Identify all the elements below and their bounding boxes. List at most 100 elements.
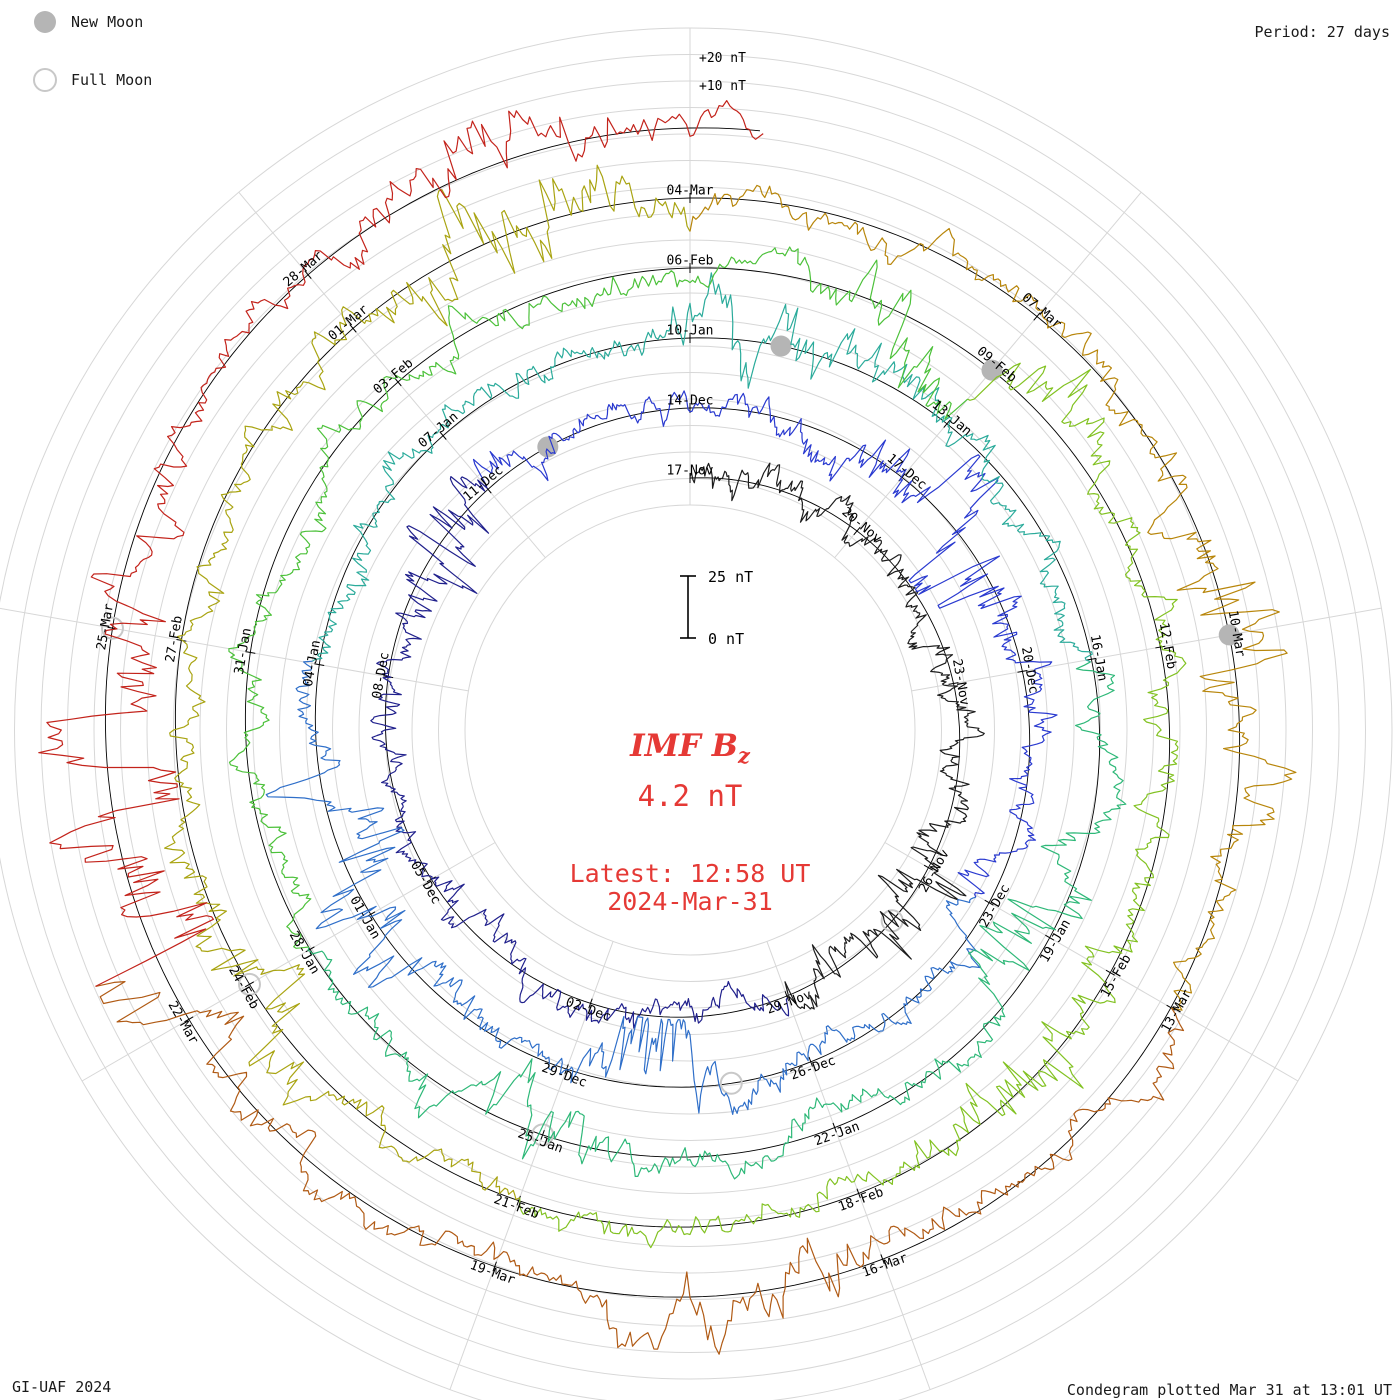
date-tick [856,1188,861,1199]
grid-radial [238,191,546,558]
grid-radial [911,607,1382,692]
date-tick [880,1254,885,1265]
bz-trace-segment [370,476,790,1029]
date-tick [244,981,255,988]
imf-bz-title: IMF Bz [629,728,751,768]
date-label: 06-Feb [667,254,714,269]
bz-trace-segment [312,272,1093,663]
date-tick [349,324,357,333]
polar-grid [0,27,1393,1400]
date-label: 21-Feb [492,1192,541,1222]
amplitude-scale-bar [680,575,696,639]
date-label: 31-Jan [232,627,255,676]
date-tick [304,270,312,279]
new-moon-marker [537,436,559,458]
bz-current-value: 4.2 nT [638,779,743,813]
scale-0nt-label: 0 nT [708,630,744,648]
date-label: 05-Dec [407,859,443,907]
outer-scale-label-20nt: +20 nT [699,51,746,66]
date-tick [1017,670,1028,673]
date-tick [984,899,994,906]
latest-time-label: Latest: 12:58 UT [570,859,811,888]
date-tick [808,1056,813,1067]
date-tick [305,946,315,953]
latest-date-label: 2024-Mar-31 [607,887,773,916]
date-tick [948,682,959,685]
date-tick [516,1195,521,1206]
date-tick [1166,1004,1176,1011]
bz-trace-segment [689,184,1297,1011]
grid-radial [81,842,496,1082]
date-label: 07-Mar [1019,290,1065,332]
date-label: 26-Dec [789,1053,838,1083]
full-moon-marker [237,972,261,996]
date-tick [439,431,447,440]
grid-circle [0,27,1393,1400]
grid-radial [884,842,1299,1082]
date-label: 08-Dec [370,651,393,700]
outer-scale-label-10nt: +10 nT [699,79,746,94]
moon-markers [100,335,1240,1147]
date-label: 07-Jan [416,409,462,451]
full-moon-marker [719,1071,743,1095]
bz-trace-segment [228,246,969,949]
date-tick [784,991,790,1001]
date-label: 02-Dec [563,995,612,1025]
grid-radial [449,941,614,1390]
bz-trace-segment [519,362,1187,1249]
date-tick [184,1016,194,1023]
new-moon-icon [34,11,56,33]
date-label: 19-Mar [468,1258,517,1288]
date-label: 10-Jan [667,324,714,339]
bz-trace-segment [95,980,1185,1355]
date-label: 27-Feb [163,615,186,664]
imf-z-subscript: z [737,743,751,768]
full-moon-marker [531,1123,555,1147]
date-tick [1155,645,1166,649]
date-label: 15-Feb [1098,952,1135,1000]
bz-trace-segment [164,164,691,1201]
bz-trace-segment [38,99,764,987]
date-tick [853,526,861,536]
full-moon-icon [33,68,57,92]
date-tick [1105,969,1115,976]
date-label: 19-Jan [1038,917,1074,965]
period-label: Period: 27 days [1255,23,1390,41]
date-label: 12-Feb [1156,621,1179,670]
date-label: 11-Dec [461,463,507,505]
date-label: 16-Mar [860,1251,909,1281]
baseline-spiral [104,127,1241,1298]
grid-radial [766,941,931,1390]
date-tick [540,1130,545,1140]
baseline-path [104,127,1241,1298]
date-tick [1086,657,1097,661]
date-label: 14-Dec [667,394,714,409]
grid-radial [0,607,469,692]
date-label: 04-Mar [667,184,714,199]
scale-25nt-label: 25 nT [708,568,753,586]
date-label: 17-Nov [667,464,714,479]
legend-new-moon-label: New Moon [71,13,143,31]
bz-trace-segment [689,462,985,1010]
date-tick [492,1261,497,1272]
date-label: 20-Dec [1018,646,1041,695]
date-tick [245,651,256,654]
legend: New Moon Full Moon [33,11,152,92]
date-label: 22-Mar [165,999,202,1047]
new-moon-marker [981,359,1003,381]
new-moon-marker [1218,624,1240,646]
bz-trace [38,99,1297,1355]
date-tick [394,377,402,387]
date-label: 24-Feb [225,964,262,1012]
date-tick [943,419,951,428]
date-label: 04-Jan [301,639,324,688]
date-label: 22-Jan [812,1119,861,1149]
date-tick [1033,312,1041,321]
date-tick [314,663,325,666]
bz-trace-segment [472,390,1058,898]
bz-trace-segment [265,660,981,1116]
date-tick [588,998,593,1009]
date-tick [832,1122,837,1133]
new-moon-marker [770,335,792,357]
